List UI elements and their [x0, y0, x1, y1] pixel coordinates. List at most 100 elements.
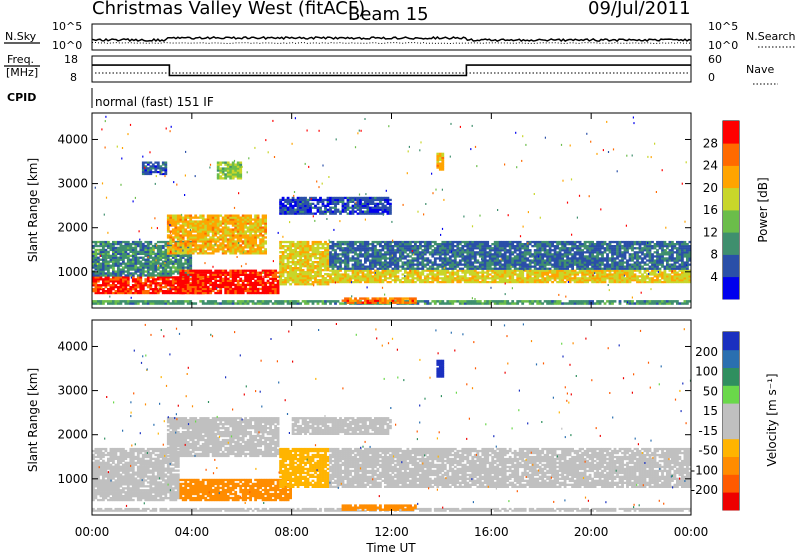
heatmap-cell — [503, 257, 507, 260]
heatmap-cell — [214, 273, 218, 276]
heatmap-cell — [251, 277, 255, 280]
heatmap-cell — [671, 300, 674, 303]
heatmap-cell — [246, 279, 250, 282]
heatmap-cell — [603, 271, 607, 274]
heatmap-cell — [161, 282, 165, 285]
heatmap-cell — [583, 279, 587, 282]
heatmap-cell — [448, 271, 452, 274]
heatmap-cell — [501, 265, 505, 268]
heatmap-cell — [391, 273, 395, 276]
heatmap-cell — [271, 279, 275, 282]
heatmap-cell — [356, 245, 360, 248]
heatmap-cell — [374, 265, 377, 268]
heatmap-cell — [426, 279, 430, 282]
heatmap-cell — [274, 279, 277, 282]
heatmap-cell — [276, 285, 280, 289]
heatmap-cell — [344, 253, 347, 256]
heatmap-cell — [122, 262, 125, 265]
heatmap-cell — [476, 281, 480, 284]
heatmap-cell — [214, 281, 218, 285]
heatmap-cell — [304, 273, 307, 276]
heatmap-cell — [478, 300, 482, 303]
heatmap-cell — [558, 277, 562, 280]
heatmap-cell — [558, 243, 562, 246]
heatmap-cell — [256, 271, 260, 274]
heatmap-cell — [324, 249, 327, 252]
heatmap-cell — [551, 249, 554, 252]
heatmap-cell — [496, 240, 500, 244]
heatmap-cell — [109, 244, 113, 248]
heatmap-cell — [309, 269, 312, 272]
heatmap-cell — [311, 255, 315, 258]
heatmap-cell — [196, 240, 200, 243]
heatmap-cell — [643, 300, 647, 303]
heatmap-cell — [97, 280, 100, 283]
heatmap-cell — [311, 302, 315, 305]
heatmap-cell — [324, 273, 327, 276]
heatmap-cell — [156, 272, 160, 275]
heatmap-cell — [498, 259, 502, 262]
heatmap-cell — [628, 277, 632, 280]
heatmap-cell — [428, 247, 432, 250]
heatmap-cell — [244, 273, 247, 276]
heatmap-cell — [309, 253, 312, 256]
heatmap-cell — [319, 240, 322, 244]
heatmap-cell — [423, 302, 427, 305]
heatmap-cell — [156, 284, 160, 287]
heatmap-cell — [414, 253, 417, 256]
heatmap-cell — [146, 252, 150, 255]
heatmap-cell — [433, 269, 437, 272]
heatmap-cell — [294, 263, 297, 266]
heatmap-cell — [678, 277, 682, 280]
heatmap-cell — [109, 260, 113, 263]
heatmap-cell — [256, 250, 260, 253]
heatmap-cell — [156, 256, 160, 259]
heatmap-cell — [194, 224, 198, 227]
heatmap-cell — [688, 275, 692, 278]
heatmap-cell — [136, 252, 140, 255]
heatmap-cell — [553, 273, 557, 276]
heatmap-cell — [483, 240, 487, 244]
heatmap-cell — [146, 280, 150, 283]
heatmap-cell — [261, 291, 265, 295]
heatmap-cell — [473, 255, 477, 258]
heatmap-cell — [194, 291, 198, 295]
heatmap-cell — [254, 285, 257, 289]
heatmap-cell — [374, 251, 377, 254]
heatmap-cell — [166, 300, 170, 303]
heatmap-cell — [274, 275, 277, 278]
heatmap-cell — [324, 302, 327, 305]
heatmap-cell — [234, 246, 238, 249]
heatmap-cell — [491, 249, 495, 252]
heatmap-cell — [166, 274, 170, 277]
heatmap-cell — [209, 291, 213, 295]
heatmap-cell — [189, 216, 193, 219]
heatmap-cell — [259, 246, 262, 249]
heatmap-cell — [339, 265, 342, 268]
heatmap-cell — [483, 259, 487, 262]
heatmap-cell — [109, 284, 113, 287]
heatmap-cell — [364, 281, 367, 284]
heatmap-cell — [194, 275, 198, 278]
heatmap-cell — [336, 269, 340, 272]
heatmap-cell — [354, 281, 357, 284]
heatmap-cell — [139, 300, 143, 303]
heatmap-cell — [179, 240, 183, 243]
heatmap-cell — [181, 276, 185, 279]
heatmap-cell — [279, 242, 282, 246]
heatmap-cell — [568, 302, 572, 305]
heatmap-cell — [541, 263, 545, 266]
heatmap-cell — [371, 261, 375, 264]
heatmap-cell — [581, 275, 584, 278]
heatmap-cell — [117, 252, 120, 255]
heatmap-cell — [301, 251, 305, 254]
heatmap-cell — [556, 281, 559, 284]
heatmap-cell — [122, 278, 125, 281]
heatmap-cell — [404, 263, 407, 266]
heatmap-cell — [219, 277, 223, 280]
heatmap-cell — [117, 302, 120, 305]
heatmap-cell — [299, 255, 302, 258]
heatmap-cell — [156, 276, 160, 279]
heatmap-cell — [436, 263, 440, 266]
heatmap-cell — [498, 255, 502, 258]
